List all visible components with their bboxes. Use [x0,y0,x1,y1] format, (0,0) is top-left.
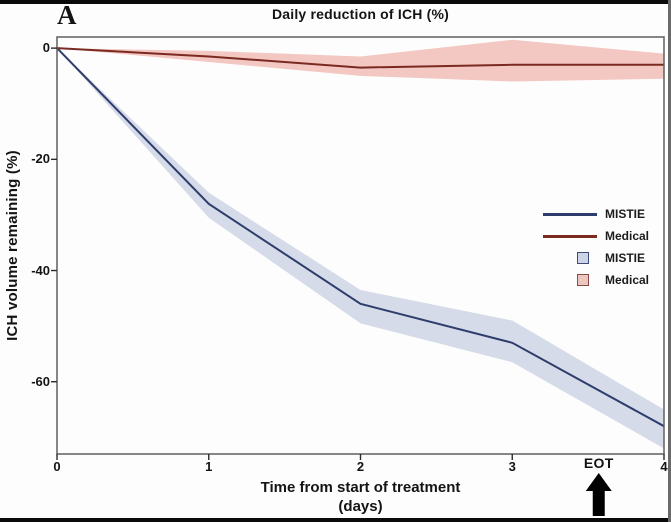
medical-band-swatch-icon [543,274,597,286]
legend-label: MISTIE [605,251,646,265]
legend-label: Medical [605,229,650,243]
panel-label: A [57,0,77,30]
bottom-border [0,518,671,522]
mistie-ci-band [57,48,664,449]
x-axis-title-units: (days) [338,498,383,515]
chart-title: Daily reduction of ICH (%) [271,6,450,22]
y-tick-label: -60 [31,373,50,389]
legend-item-medical: Medical [543,225,669,247]
eot-up-arrow-icon [585,473,612,516]
swatch-square [577,252,589,264]
swatch-square [577,274,589,286]
x-tick-label: 4 [660,459,668,474]
x-axis-title: Time from start of treatment [260,479,461,496]
mistie-line-swatch-icon [543,212,597,216]
legend-label: Medical [605,273,650,287]
legend-item-medical: Medical [543,269,669,291]
mistie-band-swatch-icon [543,252,597,264]
right-border [668,0,671,522]
top-border [0,0,671,4]
legend-item-mistie: MISTIE [543,247,669,269]
x-tick-label: 1 [205,459,213,474]
y-tick-label: 0 [42,40,50,56]
x-tick-label: 0 [53,459,61,474]
eot-label: EOT [583,455,614,471]
swatch-line [543,212,597,216]
medical-line-swatch-icon [543,234,597,238]
swatch-line [543,234,597,238]
x-tick-label: 3 [508,459,516,474]
legend: MISTIE Medical MISTIE Medical [543,203,669,291]
series-group [57,39,664,449]
y-tick-label: -20 [31,151,50,167]
legend-item-mistie: MISTIE [543,203,669,225]
x-tick-label: 2 [356,459,365,474]
medical-line [57,47,664,69]
mistie-line [57,47,664,428]
y-tick-label: -40 [31,262,50,278]
medical-ci-band [57,39,664,82]
y-axis-title: ICH volume remaining (%) [4,150,21,341]
legend-label: MISTIE [605,207,646,221]
